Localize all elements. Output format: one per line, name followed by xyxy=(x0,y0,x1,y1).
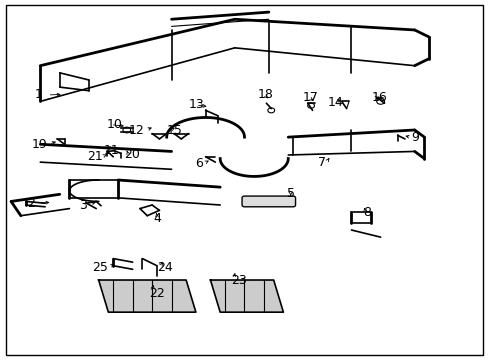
Text: 4: 4 xyxy=(153,212,161,225)
Text: 22: 22 xyxy=(148,287,164,300)
Text: 18: 18 xyxy=(258,89,273,102)
Text: 20: 20 xyxy=(124,148,140,162)
Text: 3: 3 xyxy=(79,198,86,212)
Text: 6: 6 xyxy=(195,157,203,170)
Text: 24: 24 xyxy=(157,261,172,274)
FancyBboxPatch shape xyxy=(242,196,295,207)
Polygon shape xyxy=(99,280,196,312)
Text: 23: 23 xyxy=(230,274,246,287)
Text: 17: 17 xyxy=(302,91,318,104)
Polygon shape xyxy=(210,280,283,312)
Text: 8: 8 xyxy=(363,206,371,219)
Text: 13: 13 xyxy=(188,99,204,112)
Text: 11: 11 xyxy=(103,144,119,157)
Text: 15: 15 xyxy=(166,124,182,137)
Text: 14: 14 xyxy=(327,96,343,109)
Text: 19: 19 xyxy=(32,139,47,152)
Text: 21: 21 xyxy=(86,150,102,163)
Text: 7: 7 xyxy=(318,156,325,168)
Text: 1: 1 xyxy=(35,89,42,102)
Text: 16: 16 xyxy=(371,91,387,104)
Text: 25: 25 xyxy=(92,261,108,274)
Text: 9: 9 xyxy=(410,131,418,144)
Text: 2: 2 xyxy=(27,197,35,210)
Text: 12: 12 xyxy=(129,124,144,137)
Text: 10: 10 xyxy=(107,118,122,131)
Text: 5: 5 xyxy=(286,187,294,200)
